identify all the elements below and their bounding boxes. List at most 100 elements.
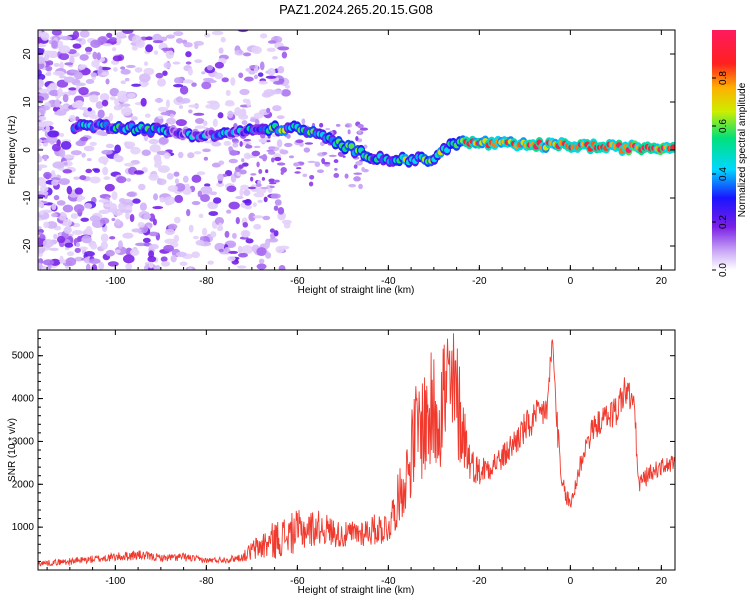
spectrogram-noise-cell <box>200 194 211 203</box>
spectrogram-noise-cell <box>241 245 254 254</box>
spectrogram-noise-cell <box>201 71 206 75</box>
spectrogram-noise-cell <box>105 249 115 257</box>
spectrogram-noise-cell <box>191 82 197 87</box>
spectrogram-noise-cell <box>85 168 93 174</box>
spectrogram-noise-cell <box>244 76 254 82</box>
spectrogram-noise-cell <box>58 52 70 61</box>
spectrogram-noise-cell <box>187 267 193 270</box>
spectrogram-noise-cell <box>295 139 304 144</box>
spectrogram-noise-cell <box>256 247 267 257</box>
spectrogram-noise-cell <box>112 47 117 52</box>
spectrogram-noise-cell <box>90 39 102 49</box>
spectrogram-noise-cell <box>228 158 238 164</box>
spectrogram-noise-cell <box>39 185 49 192</box>
spectrogram-noise-cell <box>75 38 83 42</box>
spectrogram-noise-cell <box>38 47 45 56</box>
spectrogram-noise-cell <box>248 70 256 75</box>
spectrogram-noise-cell <box>102 166 109 176</box>
spectrogram-noise-cell <box>126 92 136 99</box>
spectrogram-noise-cell <box>160 111 170 116</box>
spectrogram-noise-cell <box>148 243 159 250</box>
spectrogram-noise-cell <box>120 66 126 70</box>
spectrogram-noise-cell <box>72 30 80 39</box>
spectrogram-noise-cell <box>175 119 187 127</box>
spectrogram-y-tick-label: 0 <box>22 147 33 153</box>
spectrogram-noise-cell <box>111 191 118 201</box>
spectrogram-noise-cell <box>83 145 95 152</box>
spectrogram-noise-cell <box>239 88 250 96</box>
spectrogram-noise-cell <box>79 106 88 111</box>
spectrogram-noise-cell <box>114 144 122 154</box>
spectrogram-noise-cell <box>112 67 118 72</box>
spectrogram-noise-cell <box>74 116 80 122</box>
spectrogram-noise-cell <box>87 107 92 112</box>
spectrogram-noise-cell <box>169 113 175 118</box>
spectrogram-noise-cell <box>163 152 171 159</box>
spectrogram-noise-cell <box>38 73 46 81</box>
spectrogram-noise-cell <box>78 86 89 96</box>
spectrogram-noise-cell <box>89 94 99 103</box>
spectrogram-noise-cell <box>62 169 73 174</box>
spectrogram-ridge-cell <box>670 144 675 151</box>
spectrogram-noise-cell <box>62 94 69 103</box>
spectrogram-noise-cell <box>64 62 74 66</box>
spectrogram-noise-cell <box>347 129 351 135</box>
spectrogram-noise-cell <box>273 230 279 237</box>
spectrogram-noise-cell <box>212 197 222 204</box>
spectrogram-noise-cell <box>51 177 61 181</box>
spectrogram-noise-cell <box>122 232 134 239</box>
spectrogram-noise-cell <box>166 172 174 180</box>
spectrogram-noise-cell <box>51 30 62 36</box>
spectrogram-noise-cell <box>259 61 265 71</box>
spectrogram-noise-cell <box>242 52 252 57</box>
spectrogram-noise-cell <box>78 65 86 70</box>
spectrogram-noise-cell <box>344 173 349 179</box>
spectrogram-noise-cell <box>210 231 217 238</box>
spectrogram-noise-cell <box>267 40 277 44</box>
spectrogram-noise-cell <box>114 98 120 106</box>
spectrogram-noise-cell <box>178 151 184 159</box>
spectrogram-noise-cell <box>38 62 45 70</box>
spectrogram-noise-cell <box>53 194 60 201</box>
spectrogram-noise-cell <box>43 171 52 179</box>
spectrogram-noise-cell <box>42 239 54 248</box>
spectrogram-noise-cell <box>54 98 61 108</box>
spectrogram-noise-cell <box>269 228 275 233</box>
spectrogram-noise-cell <box>38 178 48 187</box>
spectrogram-noise-cell <box>109 236 116 240</box>
spectrogram-noise-cell <box>163 62 172 69</box>
spectrogram-noise-cell <box>85 79 95 84</box>
snr-x-axis-label: Height of straight line (km) <box>298 585 415 596</box>
spectrogram-noise-cell <box>143 67 155 76</box>
spectrogram-noise-cell <box>235 216 240 225</box>
spectrogram-noise-cell <box>70 150 82 156</box>
spectrogram-noise-cell <box>91 60 100 68</box>
snr-marks <box>38 333 675 567</box>
spectrogram-noise-cell <box>202 148 211 153</box>
spectrogram-noise-cell <box>241 158 245 163</box>
spectrogram-noise-cell <box>256 263 267 270</box>
spectrogram-noise-cell <box>253 74 259 80</box>
spectrogram-noise-cell <box>173 31 184 37</box>
spectrogram-x-tick-label: 0 <box>568 276 574 287</box>
spectrogram-noise-cell <box>254 119 260 126</box>
spectrogram-noise-cell <box>142 237 151 243</box>
spectrogram-noise-cell <box>188 109 193 114</box>
spectrogram-noise-cell <box>38 36 42 44</box>
spectrogram-noise-cell <box>62 154 75 159</box>
spectrogram-noise-cell <box>99 217 110 225</box>
spectrogram-noise-cell <box>245 238 254 244</box>
spectrogram-noise-cell <box>182 79 194 84</box>
spectrogram-noise-cell <box>227 255 236 262</box>
spectrogram-noise-cell <box>272 56 278 60</box>
spectrogram-noise-cell <box>257 199 263 203</box>
spectrogram-noise-cell <box>85 225 93 235</box>
spectrogram-noise-cell <box>115 218 121 226</box>
spectrogram-noise-cell <box>144 61 149 66</box>
spectrogram-noise-cell <box>214 72 224 80</box>
spectrogram-noise-cell <box>63 162 68 166</box>
spectrogram-ridge-cell <box>348 143 355 150</box>
spectrogram-noise-cell <box>265 252 272 259</box>
spectrogram-noise-cell <box>74 82 86 87</box>
spectrogram-noise-cell <box>288 155 295 159</box>
